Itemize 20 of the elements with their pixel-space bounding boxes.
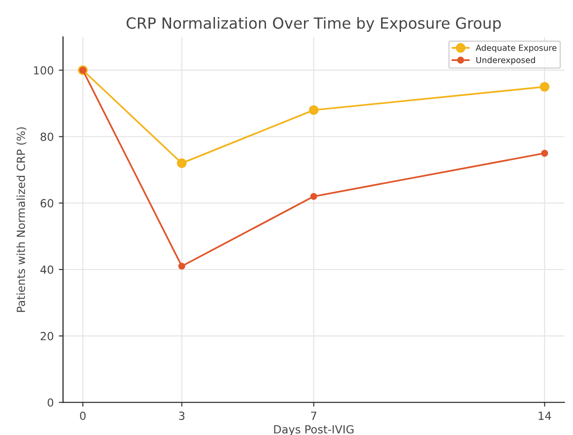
point bbox=[178, 262, 186, 270]
y-tick-label: 40 bbox=[40, 265, 54, 274]
legend-label: Underexposed bbox=[476, 56, 535, 65]
y-tick-label: 0 bbox=[48, 398, 54, 407]
y-tick-label: 80 bbox=[40, 132, 54, 142]
point bbox=[541, 150, 548, 157]
y-axis-title: Patients with Normalized CRP (%) bbox=[16, 127, 26, 312]
x-tick-label: 14 bbox=[538, 412, 552, 420]
x-tick-label: 7 bbox=[311, 412, 316, 420]
point bbox=[310, 192, 318, 200]
chart-title: CRP Normalization Over Time by Exposure Group bbox=[126, 17, 501, 32]
x-tick-label: 3 bbox=[179, 412, 184, 420]
point bbox=[176, 158, 187, 168]
y-tick-label: 100 bbox=[34, 66, 54, 75]
legend-label: Adequate Exposure bbox=[476, 44, 556, 53]
x-tick-label: 0 bbox=[80, 412, 86, 420]
point bbox=[308, 105, 319, 115]
point bbox=[540, 82, 550, 92]
y-tick-label: 60 bbox=[40, 199, 54, 208]
y-tick-label: 20 bbox=[40, 332, 54, 340]
